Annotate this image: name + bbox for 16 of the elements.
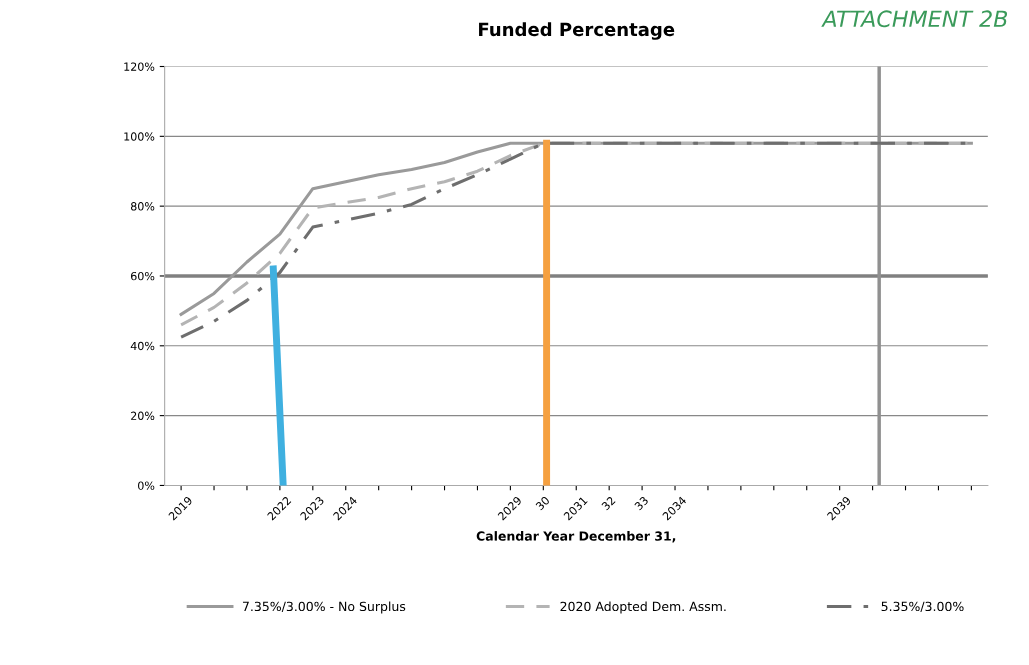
x-tick-label: 33 [634,495,649,511]
text: ATTACHMENT 2B [821,10,1008,28]
legend-label: 2020 Adopted Dem. Assm. [560,601,726,614]
y-tick-label: 0% [138,481,155,490]
y-tick-label: 80% [130,202,155,211]
y-tick-label: 100% [124,132,155,141]
x-tick-label: 30 [535,495,551,511]
y-tick-label: 60% [131,271,155,281]
legend-label: 5.35%/3.00% [881,601,964,613]
legend-label: 7.35%/3.00% - No Surplus [242,601,406,614]
x-tick-label: 32 [601,496,616,511]
y-tick-label: 40% [130,341,155,351]
chart-title: Funded Percentage [479,22,675,40]
y-tick-label: 120% [124,62,155,71]
y-tick-label: 20% [131,411,155,420]
x-axis-title: Calendar Year December 31, [476,531,676,543]
